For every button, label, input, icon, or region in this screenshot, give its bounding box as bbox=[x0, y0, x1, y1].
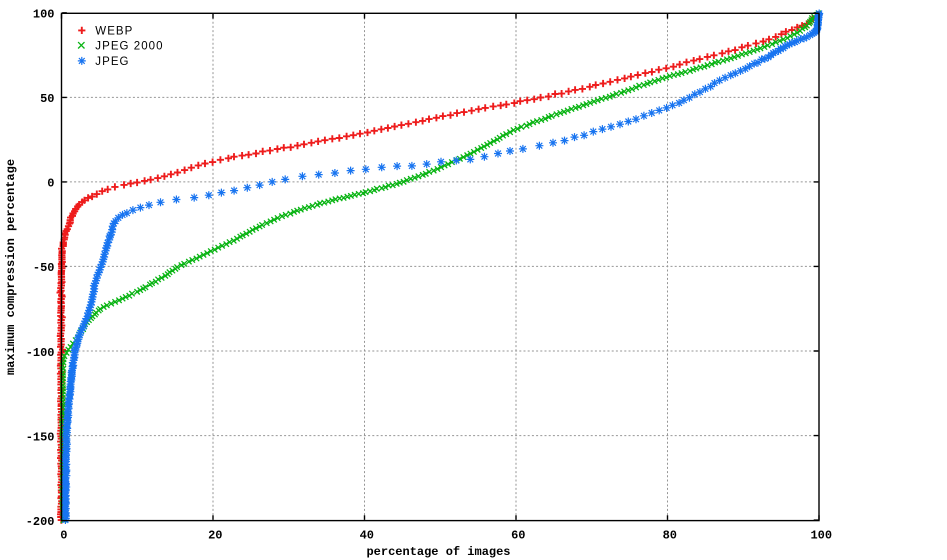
svg-text:50: 50 bbox=[40, 92, 54, 106]
svg-text:60: 60 bbox=[511, 528, 525, 542]
svg-text:0: 0 bbox=[60, 528, 67, 542]
svg-text:100: 100 bbox=[810, 528, 832, 542]
svg-text:JPEG 2000: JPEG 2000 bbox=[95, 41, 163, 53]
svg-text:-200: -200 bbox=[26, 515, 55, 529]
svg-text:WEBP: WEBP bbox=[95, 25, 133, 37]
svg-text:-100: -100 bbox=[26, 346, 55, 360]
svg-text:20: 20 bbox=[208, 528, 222, 542]
svg-text:0: 0 bbox=[47, 177, 54, 191]
svg-text:percentage of images: percentage of images bbox=[366, 545, 510, 559]
svg-text:JPEG: JPEG bbox=[95, 56, 129, 68]
svg-text:-50: -50 bbox=[33, 261, 55, 275]
svg-text:maximum compression percentage: maximum compression percentage bbox=[4, 159, 18, 375]
svg-text:80: 80 bbox=[663, 528, 677, 542]
svg-text:-150: -150 bbox=[26, 430, 55, 444]
svg-text:40: 40 bbox=[360, 528, 374, 542]
svg-text:100: 100 bbox=[33, 8, 55, 22]
